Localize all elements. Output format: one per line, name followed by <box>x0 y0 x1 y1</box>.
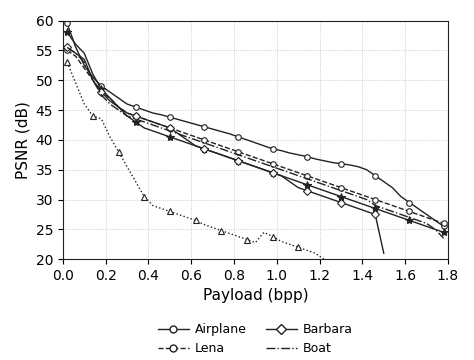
Y-axis label: PSNR (dB): PSNR (dB) <box>15 101 30 179</box>
X-axis label: Payload (bpp): Payload (bpp) <box>202 288 308 303</box>
Legend: Airplane, Lena, Peppers, Barbara, Boat, Mandrill: Airplane, Lena, Peppers, Barbara, Boat, … <box>153 318 358 360</box>
